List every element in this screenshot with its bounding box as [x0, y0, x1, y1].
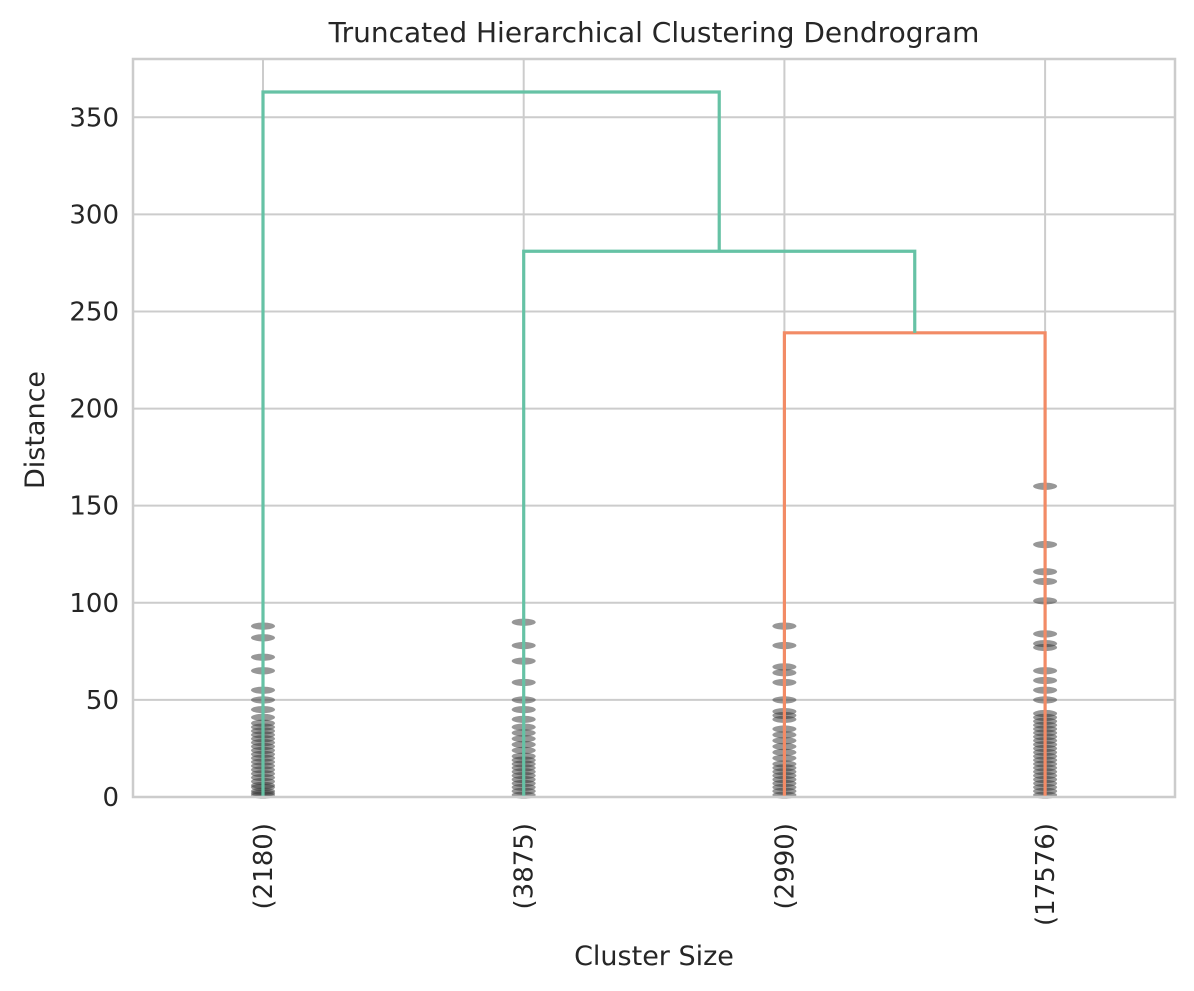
grid-layer [133, 59, 1175, 798]
x-tick-label: (2990) [770, 823, 800, 909]
chart-title: Truncated Hierarchical Clustering Dendro… [328, 16, 980, 49]
x-tick-label: (17576) [1031, 823, 1061, 926]
dendrogram-link [782, 331, 1047, 797]
y-tick-label: 350 [69, 103, 119, 133]
y-tick-label: 300 [69, 200, 119, 230]
y-tick-label: 150 [69, 492, 119, 522]
y-tick-labels: 0 50 100 150 200 250 300 350 [69, 103, 119, 813]
y-axis-label: Distance [20, 371, 51, 489]
y-tick-label: 0 [102, 783, 119, 813]
x-axis-label: Cluster Size [574, 941, 734, 972]
plot-frame [131, 57, 1177, 799]
marker-layer [251, 482, 1058, 799]
x-tick-label: (3875) [510, 823, 540, 909]
x-tick-labels: (2180) (3875) (2990) (17576) [249, 823, 1061, 926]
link-layer [261, 90, 1047, 797]
y-tick-label: 250 [69, 297, 119, 327]
y-tick-label: 50 [86, 686, 119, 716]
y-tick-label: 200 [69, 395, 119, 425]
y-tick-label: 100 [69, 589, 119, 619]
dendrogram-link [261, 90, 721, 797]
x-tick-label: (2180) [249, 823, 279, 909]
